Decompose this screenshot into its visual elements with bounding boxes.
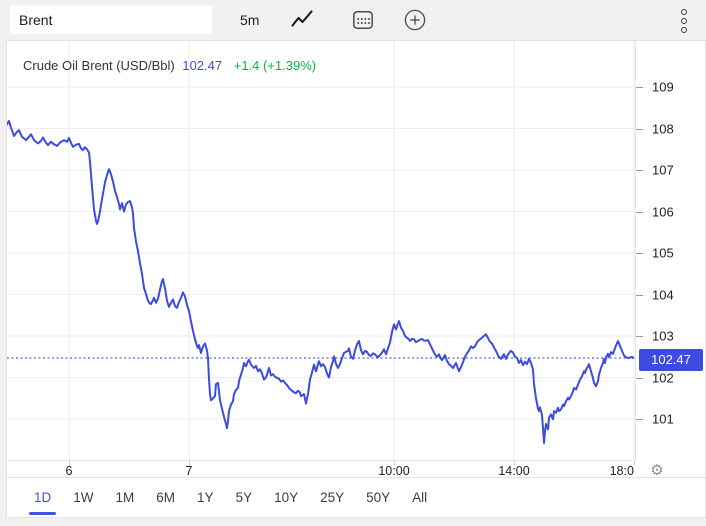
instrument-header: Crude Oil Brent (USD/Bbl) 102.47 +1.4 (+… [23,58,316,73]
toolbar: 5m [0,0,706,40]
add-indicator-icon[interactable] [404,9,426,31]
line-chart-type-icon[interactable] [291,9,313,31]
price-line-chart[interactable] [7,41,636,461]
y-axis[interactable]: 102.47 101 102 103 104 105 106 107 108 109 [636,41,706,460]
x-axis-label: 18:0 [609,464,634,478]
y-axis-label: 108 [652,121,674,136]
timeframe-button-1w[interactable]: 1W [66,478,100,517]
y-axis-tick [636,87,643,88]
instrument-price: 102.47 [182,58,223,73]
y-axis-tick [636,253,643,254]
timeframe-button-6m[interactable]: 6M [149,478,182,517]
y-axis-tick [636,336,643,337]
timeframe-button-50y[interactable]: 50Y [359,478,397,517]
x-axis-label: 10:00 [378,464,410,478]
y-axis-label: 103 [652,328,674,344]
y-axis-tick [636,419,643,420]
x-axis-tick [69,461,70,465]
timeframe-button-1d[interactable]: 1D [27,478,58,517]
y-axis-tick [636,170,643,171]
y-axis-label: 105 [652,245,674,261]
calendar-icon[interactable] [352,9,374,31]
y-axis-label: 107 [652,162,674,178]
y-axis-label: 102 [652,370,674,385]
timeframe-button-5y[interactable]: 5Y [229,478,260,517]
current-price-badge: 102.47 [639,348,703,371]
timeframe-button-25y[interactable]: 25Y [313,478,351,517]
x-axis-tick [514,461,515,465]
x-axis-tick [394,461,395,465]
x-axis-label: 6 [65,464,73,478]
y-axis-tick [636,128,643,130]
instrument-change: +1.4 (+1.39%) [233,58,317,73]
y-axis-label: 101 [652,411,674,427]
y-axis-tick [636,211,643,213]
y-axis-label: 104 [652,287,674,302]
y-axis-label: 109 [652,79,674,95]
interval-selector[interactable]: 5m [240,12,260,28]
y-axis-tick [636,294,643,296]
timeframe-button-1y[interactable]: 1Y [190,478,221,517]
timeframe-bar: 1D 1W 1M 6M 1Y 5Y 10Y 25Y 50Y All [6,478,706,518]
y-axis-label: 106 [652,204,674,219]
chart-panel: Crude Oil Brent (USD/Bbl) 102.47 +1.4 (+… [6,40,706,479]
more-options-kebab-icon[interactable] [678,8,690,34]
timeframe-button-all[interactable]: All [405,478,434,517]
x-axis-label: 7 [185,464,193,478]
x-axis-label: 14:00 [498,464,530,478]
timeframe-button-10y[interactable]: 10Y [267,478,305,517]
y-axis-tick [636,377,643,379]
symbol-search-input[interactable] [10,5,212,34]
timeframe-button-1m[interactable]: 1M [109,478,142,517]
x-axis[interactable]: 6 7 10:00 14:00 18:0 [7,461,635,479]
instrument-title: Crude Oil Brent (USD/Bbl) [23,58,175,73]
x-axis-tick [634,461,635,465]
x-axis-tick [189,461,190,465]
axis-settings-gear-icon[interactable]: ⚙ [650,461,664,479]
